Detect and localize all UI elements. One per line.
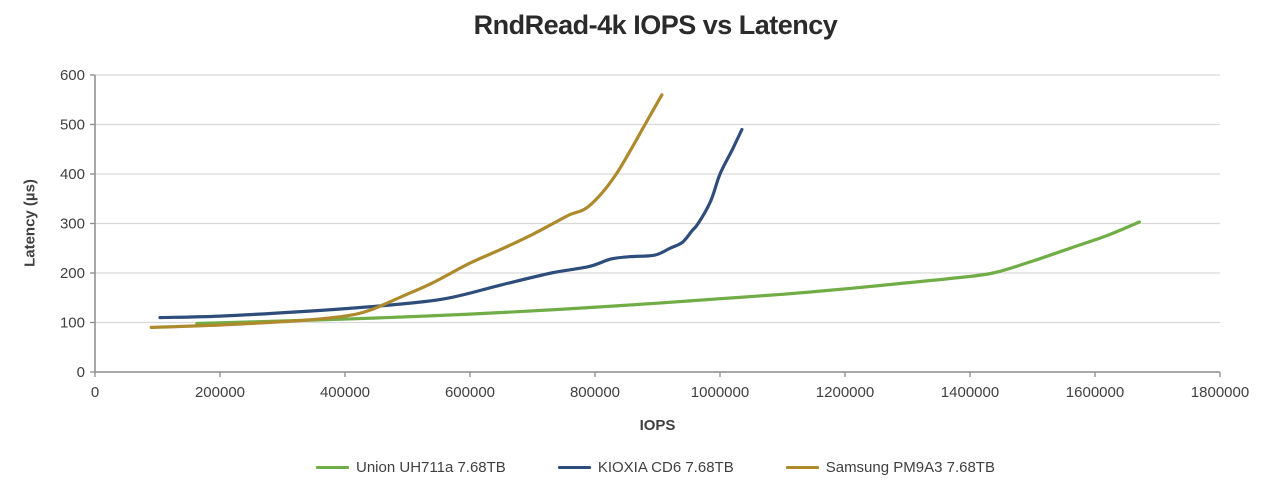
legend-label: Samsung PM9A3 7.68TB — [825, 459, 995, 476]
y-tick-label: 400 — [60, 166, 85, 183]
legend-line-swatch-green — [316, 465, 349, 470]
x-tick-label: 200000 — [195, 384, 245, 401]
legend-line-swatch-blue — [557, 465, 591, 470]
x-tick-label: 1600000 — [1066, 384, 1124, 401]
x-axis-title: IOPS — [639, 417, 676, 434]
y-tick-label: 100 — [60, 315, 85, 332]
y-tick-label: 0 — [77, 364, 85, 381]
series-line-kioxia-cd6-7-68tb — [158, 127, 744, 320]
series-line-union-uh711a-7-68tb — [195, 220, 1141, 326]
x-tick-label: 1400000 — [941, 384, 999, 401]
x-tick-label: 400000 — [320, 384, 370, 401]
x-tick-label: 0 — [91, 384, 99, 401]
legend-item-union: Union UH711a 7.68TB — [316, 459, 506, 476]
legend-item-samsung: Samsung PM9A3 7.68TB — [785, 459, 995, 476]
x-tick-label: 1000000 — [691, 384, 749, 401]
chart-title: RndRead-4k IOPS vs Latency — [473, 10, 838, 40]
series-line-samsung-pm9a3-7-68tb — [149, 93, 664, 329]
x-tick-label: 600000 — [445, 384, 495, 401]
y-tick-label: 500 — [60, 117, 85, 134]
x-tick-label: 1800000 — [1191, 384, 1249, 401]
legend-line-swatch-gold — [785, 465, 819, 470]
legend: Union UH711a 7.68TB KIOXIA CD6 7.68TB Sa… — [0, 459, 1269, 476]
legend-item-kioxia: KIOXIA CD6 7.68TB — [557, 459, 734, 476]
legend-label: KIOXIA CD6 7.68TB — [597, 459, 734, 476]
x-tick-label: 800000 — [570, 384, 620, 401]
legend-label: Union UH711a 7.68TB — [356, 459, 506, 476]
y-tick-label: 300 — [60, 216, 85, 233]
y-tick-label: 600 — [60, 67, 85, 84]
x-tick-label: 1200000 — [816, 384, 874, 401]
y-tick-label: 200 — [60, 265, 85, 282]
